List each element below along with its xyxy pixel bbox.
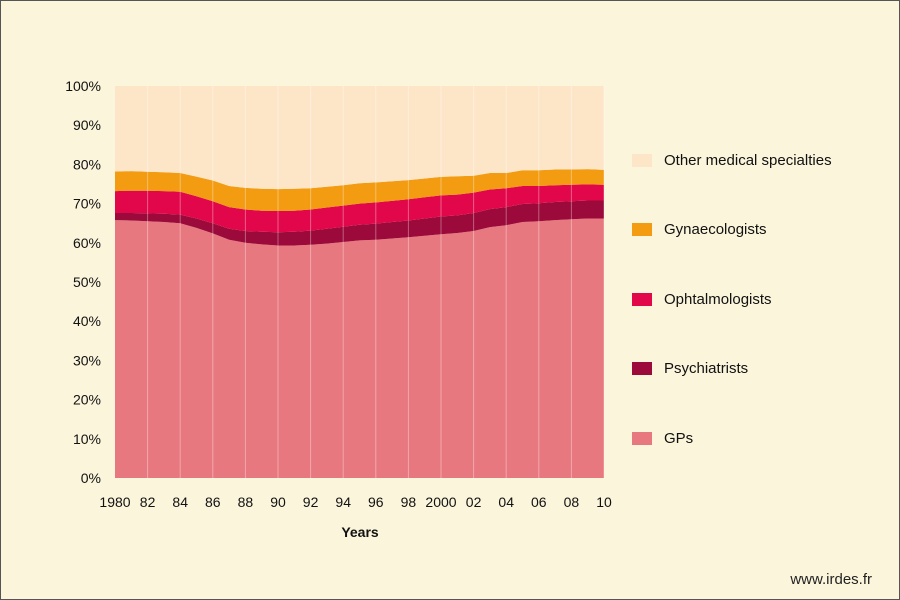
y-tick-label: 80%	[73, 156, 101, 172]
x-tick-label: 88	[238, 494, 254, 510]
legend-label: Ophtalmologists	[664, 290, 772, 308]
x-tick-label: 2000	[425, 494, 456, 510]
y-tick-label: 50%	[73, 274, 101, 290]
area-psychiatrists	[115, 200, 604, 246]
legend-swatch	[632, 292, 652, 306]
area-gynaecologists	[115, 169, 604, 211]
y-tick-label: 100%	[65, 78, 101, 94]
x-tick-label: 1980	[99, 494, 130, 510]
x-tick-label: 86	[205, 494, 221, 510]
source-credit: www.irdes.fr	[790, 571, 872, 588]
legend-label: Gynaecologists	[664, 221, 767, 238]
x-tick-label: 08	[564, 494, 580, 510]
y-tick-label: 10%	[73, 431, 101, 447]
legend-item: Other medical specialties	[632, 150, 832, 170]
x-tick-label: 94	[335, 494, 351, 510]
x-axis-title: Years	[341, 524, 379, 540]
y-tick-label: 20%	[73, 392, 101, 408]
x-tick-label: 02	[466, 494, 482, 510]
x-tick-label: 90	[270, 494, 286, 510]
legend-swatch	[632, 223, 652, 236]
y-tick-label: 0%	[81, 470, 101, 486]
y-tick-label: 70%	[73, 196, 101, 212]
x-tick-label: 10	[596, 494, 612, 510]
legend-label: Other medical specialties	[664, 151, 832, 169]
legend-item: Ophtalmologists	[632, 289, 772, 309]
legend-item: Psychiatrists	[632, 359, 748, 379]
y-tick-label: 60%	[73, 235, 101, 251]
x-tick-label: 04	[498, 494, 514, 510]
legend-item: GPs	[632, 428, 693, 448]
y-tick-label: 90%	[73, 117, 101, 133]
area-ophtalmologists	[115, 184, 604, 233]
legend-label: Psychiatrists	[664, 360, 749, 377]
area-other-medical-specialties	[115, 86, 604, 190]
legend-swatch	[632, 431, 652, 445]
y-tick-label: 40%	[73, 313, 101, 329]
legend-swatch	[632, 153, 652, 167]
x-tick-label: 92	[303, 494, 319, 510]
legend-label: GPs	[664, 429, 694, 447]
y-tick-label: 30%	[73, 352, 101, 368]
legend-swatch	[632, 362, 652, 375]
legend-item: Gynaecologists	[632, 220, 767, 240]
x-tick-label: 96	[368, 494, 384, 510]
x-tick-label: 06	[531, 494, 547, 510]
area-gps	[115, 218, 604, 478]
x-tick-label: 84	[172, 494, 188, 510]
x-tick-label: 82	[140, 494, 156, 510]
x-tick-label: 98	[401, 494, 417, 510]
